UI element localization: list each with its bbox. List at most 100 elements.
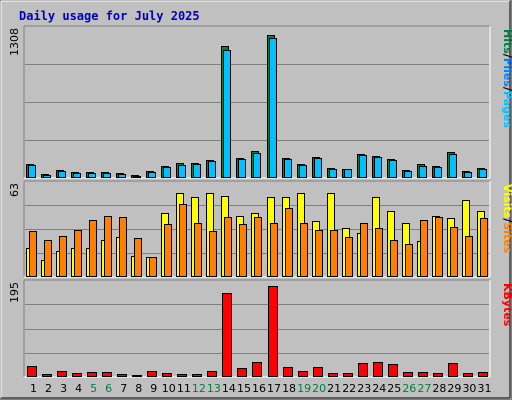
bar-sites-day-16	[254, 217, 262, 277]
x-tick-day-16: 16	[252, 382, 266, 395]
panel-kbytes: 195 KBytes	[8, 279, 512, 378]
x-tick-day-24: 24	[372, 382, 386, 395]
bar-kbytes-day-25	[388, 364, 398, 377]
bar-sites-day-1	[29, 231, 37, 277]
legend-visits-sites: Visits/Sites	[501, 184, 512, 254]
bar-sites-day-26	[405, 244, 413, 277]
y-max-label: 1308	[8, 28, 21, 56]
bar-sites-day-29	[450, 227, 458, 277]
bar-kbytes-day-12	[192, 374, 202, 377]
bar-pages-day-11	[178, 165, 186, 178]
legend-item-kbytes: KBytes	[501, 283, 512, 327]
bar-kbytes-day-3	[57, 371, 67, 377]
bar-kbytes-day-15	[237, 368, 247, 377]
bar-sites-day-19	[300, 223, 308, 277]
bar-kbytes-day-23	[358, 363, 368, 377]
chart-panels: 1308Hits/Files/Pages63Visits/Sites195KBy…	[8, 25, 512, 378]
bar-kbytes-day-27	[418, 372, 428, 377]
bar-sites-day-23	[360, 223, 368, 277]
bar-sites-day-20	[315, 230, 323, 277]
series-kbytes	[27, 286, 488, 377]
x-tick-day-5: 5	[90, 382, 97, 395]
bar-sites-day-30	[465, 236, 473, 277]
x-tick-day-10: 10	[162, 382, 176, 395]
bar-sites-day-27	[420, 220, 428, 277]
x-tick-day-31: 31	[477, 382, 491, 395]
x-tick-day-12: 12	[192, 382, 206, 395]
bar-sites-day-18	[285, 208, 293, 277]
legend-kbytes: KBytes	[501, 283, 512, 327]
legend-hits-files-pages: Hits/Files/Pages	[501, 29, 512, 128]
bar-kbytes-day-24	[373, 362, 383, 377]
bar-kbytes-day-19	[298, 371, 308, 377]
x-tick-day-13: 13	[207, 382, 221, 395]
legend-item-sites: Sites	[501, 222, 512, 253]
x-tick-day-26: 26	[402, 382, 416, 395]
x-tick-day-15: 15	[237, 382, 251, 395]
panel-hits-files-pages: 1308 Hits/Files/Pages	[8, 25, 512, 179]
bar-sites-day-22	[345, 237, 353, 277]
bar-kbytes-day-10	[162, 373, 172, 377]
bar-kbytes-day-30	[463, 373, 473, 377]
bar-kbytes-day-8	[132, 375, 142, 377]
bar-sites-day-31	[480, 218, 488, 277]
bar-sites-day-13	[209, 231, 217, 277]
bar-pages-day-5	[88, 173, 96, 178]
x-tick-day-11: 11	[177, 382, 191, 395]
bar-kbytes-day-1	[27, 366, 37, 377]
bar-pages-day-26	[404, 171, 412, 178]
bar-pages-day-16	[253, 153, 261, 178]
x-tick-day-22: 22	[342, 382, 356, 395]
bar-kbytes-day-6	[102, 372, 112, 377]
bar-pages-day-15	[238, 159, 246, 178]
bar-pages-day-22	[344, 169, 352, 178]
bar-pages-day-25	[389, 160, 397, 178]
bar-sites-day-6	[104, 216, 112, 277]
bar-sites-day-11	[179, 204, 187, 277]
x-tick-day-3: 3	[60, 382, 67, 395]
bar-pages-day-7	[118, 174, 126, 178]
plot-area	[24, 280, 490, 377]
bar-sites-day-10	[164, 224, 172, 277]
bar-sites-day-3	[59, 236, 67, 277]
bar-pages-day-23	[359, 155, 367, 178]
series-pages	[28, 38, 487, 178]
bar-kbytes-day-17	[268, 286, 278, 377]
bar-sites-day-21	[330, 230, 338, 277]
bar-kbytes-day-11	[177, 374, 187, 377]
bar-pages-day-6	[103, 173, 111, 178]
x-tick-day-30: 30	[462, 382, 476, 395]
bar-pages-day-29	[449, 154, 457, 178]
x-tick-day-19: 19	[297, 382, 311, 395]
bar-kbytes-day-5	[87, 372, 97, 377]
bar-kbytes-day-28	[433, 373, 443, 377]
x-tick-day-29: 29	[447, 382, 461, 395]
x-tick-day-23: 23	[357, 382, 371, 395]
x-tick-day-4: 4	[75, 382, 82, 395]
bar-pages-day-2	[43, 175, 51, 178]
bar-sites-day-12	[194, 223, 202, 277]
x-tick-day-8: 8	[135, 382, 142, 395]
bar-sites-day-17	[270, 223, 278, 277]
x-tick-day-2: 2	[45, 382, 52, 395]
bar-sites-day-8	[134, 238, 142, 277]
bar-kbytes-day-22	[343, 373, 353, 377]
bar-pages-day-18	[284, 159, 292, 178]
bar-pages-day-19	[299, 165, 307, 178]
series-sites	[29, 204, 488, 277]
x-tick-day-6: 6	[105, 382, 112, 395]
x-tick-day-17: 17	[267, 382, 281, 395]
bar-sites-day-7	[119, 217, 127, 277]
legend-item-files: Files	[501, 58, 512, 88]
bar-sites-day-14	[224, 217, 232, 277]
bar-sites-day-15	[239, 224, 247, 277]
bar-kbytes-day-4	[72, 373, 82, 377]
x-tick-day-18: 18	[282, 382, 296, 395]
bar-pages-day-1	[28, 165, 36, 178]
bar-pages-day-24	[374, 157, 382, 178]
x-tick-day-27: 27	[417, 382, 431, 395]
bar-pages-day-30	[464, 172, 472, 178]
x-tick-day-28: 28	[432, 382, 446, 395]
bar-kbytes-day-29	[448, 363, 458, 377]
